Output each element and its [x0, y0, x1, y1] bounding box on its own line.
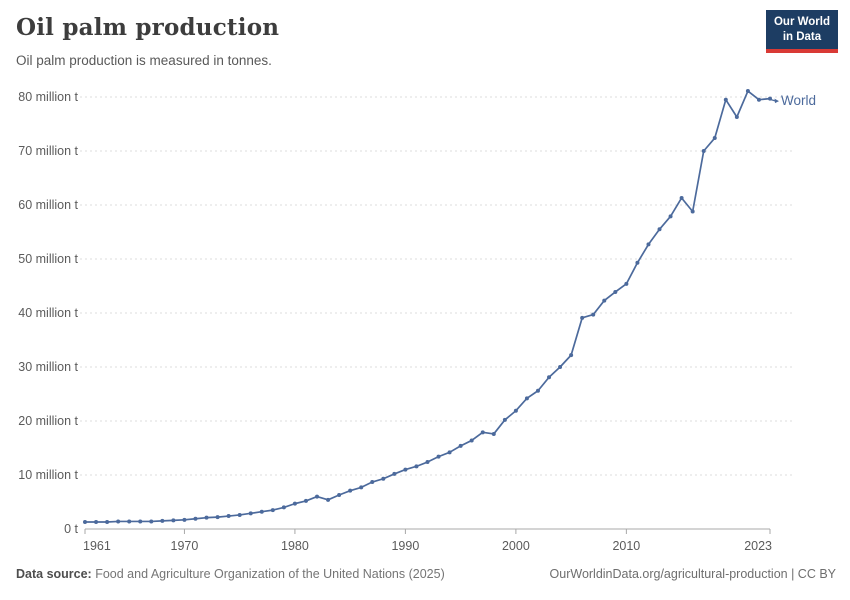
chart-subtitle: Oil palm production is measured in tonne…	[16, 53, 272, 68]
data-point[interactable]	[558, 365, 563, 369]
data-source-label: Data source:	[16, 567, 92, 581]
data-point[interactable]	[569, 353, 574, 358]
data-point[interactable]	[679, 195, 684, 200]
data-point[interactable]	[745, 89, 750, 94]
data-point[interactable]	[83, 519, 87, 524]
data-point[interactable]	[204, 515, 209, 520]
series-line-world[interactable]	[85, 90, 771, 523]
y-axis-tick-label: 80 million t	[18, 90, 78, 104]
y-axis-tick-label: 40 million t	[18, 306, 78, 320]
owid-logo[interactable]: Our World in Data	[765, 10, 838, 53]
data-point[interactable]	[337, 492, 342, 497]
data-point[interactable]	[535, 388, 540, 393]
data-point[interactable]	[281, 505, 286, 510]
data-point[interactable]	[701, 149, 706, 153]
data-point[interactable]	[303, 498, 308, 503]
data-point[interactable]	[392, 471, 397, 476]
data-point[interactable]	[381, 476, 386, 481]
data-point[interactable]	[403, 467, 408, 472]
data-point[interactable]	[138, 519, 143, 524]
data-point[interactable]	[259, 509, 264, 514]
y-axis-tick-label: 60 million t	[18, 198, 78, 212]
x-axis-tick-label: 2010	[612, 539, 640, 553]
data-point[interactable]	[193, 516, 198, 521]
data-point[interactable]	[613, 289, 618, 294]
data-point[interactable]	[348, 488, 353, 493]
data-point[interactable]	[723, 97, 728, 102]
data-point[interactable]	[94, 519, 99, 524]
y-axis-tick-label: 70 million t	[18, 144, 78, 158]
label-arrow-icon	[774, 98, 779, 104]
x-axis-tick-label: 2023	[744, 539, 772, 553]
data-point[interactable]	[668, 214, 673, 219]
owid-logo-line2: in Data	[782, 30, 822, 43]
data-point[interactable]	[657, 227, 662, 232]
x-axis-tick-label: 1970	[171, 539, 199, 553]
data-point[interactable]	[414, 464, 419, 469]
x-axis-tick-label: 1961	[83, 539, 111, 553]
data-point[interactable]	[580, 315, 585, 320]
data-point[interactable]	[315, 494, 320, 499]
series-end-label[interactable]: World	[781, 93, 816, 108]
data-point[interactable]	[624, 281, 629, 286]
x-axis-tick-label: 2000	[502, 539, 530, 553]
data-point[interactable]	[182, 517, 187, 522]
data-point[interactable]	[326, 497, 331, 502]
y-axis-tick-label: 10 million t	[18, 468, 78, 482]
data-point[interactable]	[547, 375, 552, 380]
data-point[interactable]	[425, 460, 430, 465]
y-axis-tick-label: 50 million t	[18, 252, 78, 266]
page-title: Oil palm production	[16, 14, 280, 41]
credit-link[interactable]: OurWorldinData.org/agricultural-producti…	[549, 567, 836, 581]
footer: Data source: Food and Agriculture Organi…	[16, 567, 836, 581]
data-point[interactable]	[171, 518, 176, 523]
data-point[interactable]	[105, 519, 110, 524]
data-point[interactable]	[502, 417, 507, 422]
data-point[interactable]	[646, 242, 651, 247]
data-point[interactable]	[690, 209, 695, 214]
data-point[interactable]	[756, 97, 761, 102]
data-source-text: Food and Agriculture Organization of the…	[95, 567, 445, 581]
data-point[interactable]	[116, 519, 121, 524]
data-point[interactable]	[436, 454, 441, 459]
data-point[interactable]	[292, 501, 297, 506]
data-point[interactable]	[491, 431, 496, 436]
owid-logo-line1: Our World	[773, 16, 830, 28]
data-point[interactable]	[513, 408, 518, 413]
data-point[interactable]	[524, 396, 529, 401]
data-point[interactable]	[149, 519, 154, 524]
x-axis-tick-label: 1980	[281, 539, 309, 553]
data-point[interactable]	[480, 430, 485, 435]
x-axis-tick-label: 1990	[391, 539, 419, 553]
data-point[interactable]	[237, 512, 242, 517]
data-source: Data source: Food and Agriculture Organi…	[16, 567, 445, 581]
data-point[interactable]	[160, 518, 165, 523]
data-point[interactable]	[712, 136, 717, 141]
data-point[interactable]	[458, 443, 463, 448]
y-axis-tick-label: 20 million t	[18, 414, 78, 428]
line-chart: 0 t 10 million t 20 million t 30 million t 4…	[18, 89, 816, 553]
data-point[interactable]	[370, 480, 375, 485]
data-point[interactable]	[447, 450, 452, 455]
data-point[interactable]	[127, 519, 132, 524]
data-point[interactable]	[469, 438, 474, 443]
y-axis-tick-label: 0 t	[64, 522, 78, 536]
data-point[interactable]	[635, 260, 640, 265]
data-point[interactable]	[359, 485, 364, 490]
data-point[interactable]	[248, 511, 253, 516]
data-point[interactable]	[226, 514, 231, 519]
data-point[interactable]	[602, 298, 607, 303]
data-point[interactable]	[734, 114, 739, 119]
y-axis-tick-label: 30 million t	[18, 360, 78, 374]
data-point[interactable]	[591, 312, 596, 317]
data-point[interactable]	[270, 508, 275, 513]
data-point[interactable]	[215, 515, 220, 520]
